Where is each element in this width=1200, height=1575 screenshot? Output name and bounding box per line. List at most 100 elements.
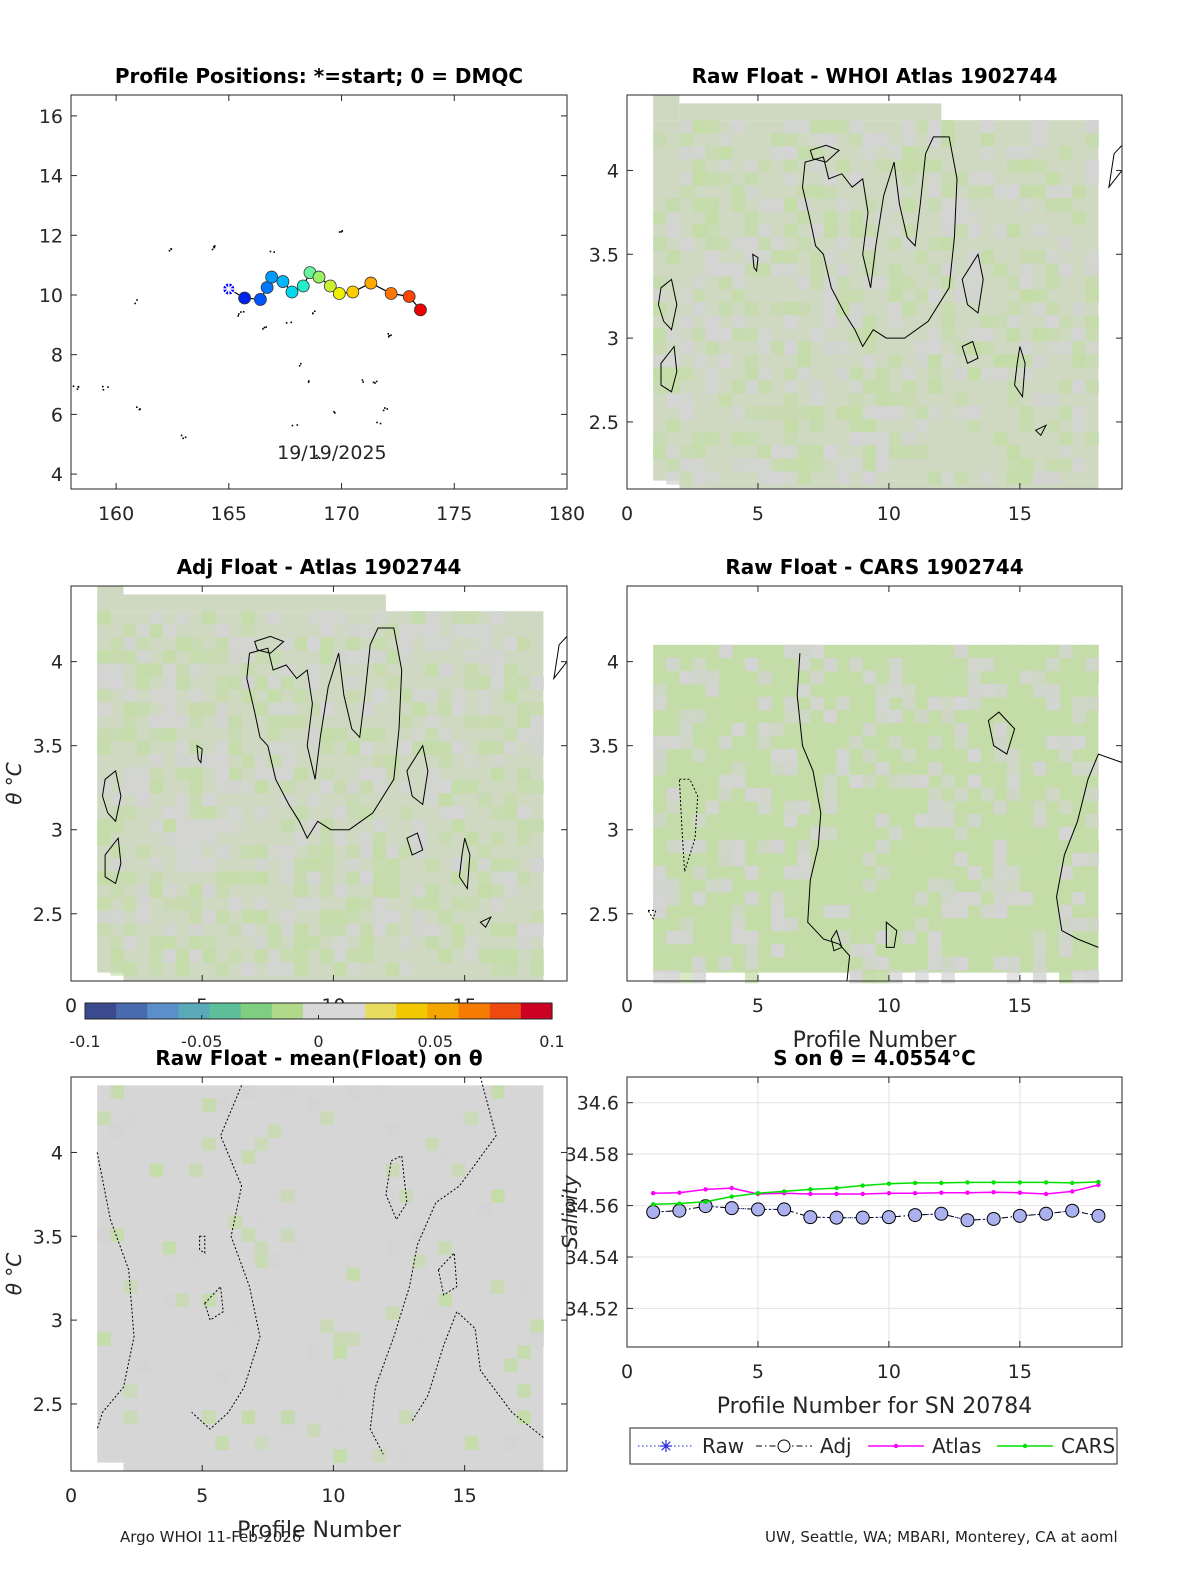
heatmap-cell xyxy=(823,722,838,737)
heatmap-cell xyxy=(797,748,811,763)
adj-marker xyxy=(724,1201,739,1216)
heatmap-cell xyxy=(202,910,216,924)
heatmap-cell xyxy=(797,302,811,316)
heatmap-cell xyxy=(836,761,851,776)
heatmap-cell xyxy=(744,263,759,277)
heatmap-cell xyxy=(810,458,824,472)
heatmap-cell xyxy=(477,741,492,755)
heatmap-cell xyxy=(941,813,955,828)
heatmap-cell xyxy=(333,611,348,625)
heatmap-cell xyxy=(797,276,811,290)
heatmap-cell xyxy=(110,728,124,742)
heatmap-cell xyxy=(464,897,479,911)
heatmap-cell xyxy=(346,780,361,794)
heatmap-cell xyxy=(241,910,256,924)
heatmap-cell xyxy=(915,419,929,433)
cars-marker xyxy=(991,1180,996,1185)
adj-marker xyxy=(750,1202,765,1217)
heatmap-cell xyxy=(254,702,269,716)
contour-line xyxy=(553,636,568,681)
heatmap-cell xyxy=(1072,185,1086,199)
heatmap-cell xyxy=(771,865,785,880)
heatmap-cell xyxy=(346,1332,361,1346)
heatmap-cell xyxy=(679,917,693,932)
heatmap-cell xyxy=(123,871,138,885)
contour-line xyxy=(406,744,429,806)
heatmap-cell xyxy=(530,962,544,976)
heatmap-cell xyxy=(744,787,759,802)
heatmap-cell xyxy=(849,419,864,433)
island-speck xyxy=(182,437,184,440)
island-speck xyxy=(263,326,266,329)
heatmap-cell xyxy=(228,780,243,794)
heatmap-cell xyxy=(490,806,505,820)
heatmap-cell xyxy=(267,962,282,976)
heatmap-cell xyxy=(175,897,190,911)
heatmap-cell xyxy=(1046,471,1060,485)
heatmap-cell xyxy=(653,237,667,251)
heatmap-cell xyxy=(1072,917,1086,932)
heatmap-cell xyxy=(705,250,720,264)
legend: Raw Adj Atlas CARS xyxy=(629,1427,1118,1465)
x-tick-label: 165 xyxy=(211,503,247,525)
heatmap-cell xyxy=(941,904,955,919)
heatmap-cell xyxy=(517,715,531,729)
heatmap-cell xyxy=(320,767,334,781)
heatmap-cell xyxy=(784,696,798,711)
heatmap-cell xyxy=(744,380,759,394)
heatmap-cell xyxy=(425,637,439,651)
heatmap-cell xyxy=(399,650,413,664)
y-tick-label: 4 xyxy=(607,652,619,674)
heatmap-cell xyxy=(1032,722,1047,737)
colorbar-segment xyxy=(365,1003,397,1019)
heatmap-cell xyxy=(372,858,387,872)
heatmap-cell xyxy=(162,1241,177,1255)
heatmap-cell xyxy=(530,1319,544,1333)
island-speck xyxy=(242,310,245,313)
heatmap-cell xyxy=(731,800,746,815)
heatmap-cell xyxy=(149,962,164,976)
heatmap-cell xyxy=(731,852,746,867)
heatmap-cell xyxy=(875,709,890,724)
legend-marker xyxy=(1022,1443,1028,1449)
heatmap-cell xyxy=(705,224,720,238)
profile-point xyxy=(238,291,252,305)
cars-marker xyxy=(1070,1180,1075,1186)
heatmap-cell xyxy=(757,380,772,394)
heatmap-cell xyxy=(993,800,1008,815)
heatmap-cell xyxy=(849,432,864,446)
heatmap-cell xyxy=(202,650,216,664)
heatmap-cell xyxy=(888,406,903,420)
heatmap-cell xyxy=(1046,302,1060,316)
cars-marker xyxy=(912,1180,918,1186)
heatmap-cell xyxy=(202,858,216,872)
island-speck xyxy=(269,250,272,253)
heatmap-cell xyxy=(385,845,400,859)
heatmap-cell xyxy=(941,133,955,147)
island-speck xyxy=(317,456,320,459)
heatmap-cell xyxy=(862,657,877,672)
heatmap-cell xyxy=(849,969,864,984)
heatmap-cell xyxy=(346,858,361,872)
y-tick-label: 34.56 xyxy=(565,1196,619,1218)
heatmap-cell xyxy=(399,1410,413,1424)
heatmap-cell xyxy=(123,1410,138,1424)
heatmap-cell xyxy=(1072,761,1086,776)
heatmap-cell xyxy=(823,172,838,186)
heatmap-cell xyxy=(810,120,824,134)
heatmap-cell xyxy=(189,663,203,677)
heatmap-cell xyxy=(202,1410,216,1424)
contour-line xyxy=(411,1310,544,1438)
heatmap-cell xyxy=(215,689,229,703)
heatmap-cell xyxy=(862,419,877,433)
heatmap-cell xyxy=(653,276,667,290)
heatmap-cell xyxy=(254,949,269,963)
heatmap-cell xyxy=(692,709,707,724)
heatmap-cell xyxy=(862,670,877,685)
heatmap-cell xyxy=(451,806,466,820)
y-tick-label: 34.6 xyxy=(577,1093,619,1115)
heatmap-cell xyxy=(915,696,929,711)
heatmap-cell xyxy=(679,657,693,672)
heatmap-cell xyxy=(731,432,746,446)
axes-box xyxy=(626,1076,1123,1348)
